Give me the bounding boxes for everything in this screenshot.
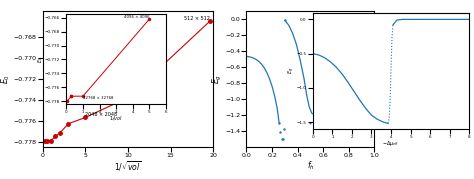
Y-axis label: $E_g$: $E_g$ [210, 74, 224, 84]
X-axis label: $1/\sqrt{vol}$: $1/\sqrt{vol}$ [114, 159, 142, 173]
Y-axis label: $E_g$: $E_g$ [286, 67, 297, 74]
Y-axis label: $E_0$: $E_0$ [0, 74, 12, 84]
Text: 32768 × 32768: 32768 × 32768 [83, 96, 113, 100]
Text: 512 × 512: 512 × 512 [184, 16, 210, 21]
X-axis label: $-\Delta\mu_{eff}$: $-\Delta\mu_{eff}$ [383, 139, 400, 148]
X-axis label: $1/vol$: $1/vol$ [109, 114, 123, 122]
Text: 2048 × 2048: 2048 × 2048 [85, 112, 118, 117]
Y-axis label: $E_0$: $E_0$ [36, 55, 45, 63]
Text: 4096 × 4096: 4096 × 4096 [124, 15, 149, 19]
X-axis label: $f_h$: $f_h$ [307, 159, 314, 172]
